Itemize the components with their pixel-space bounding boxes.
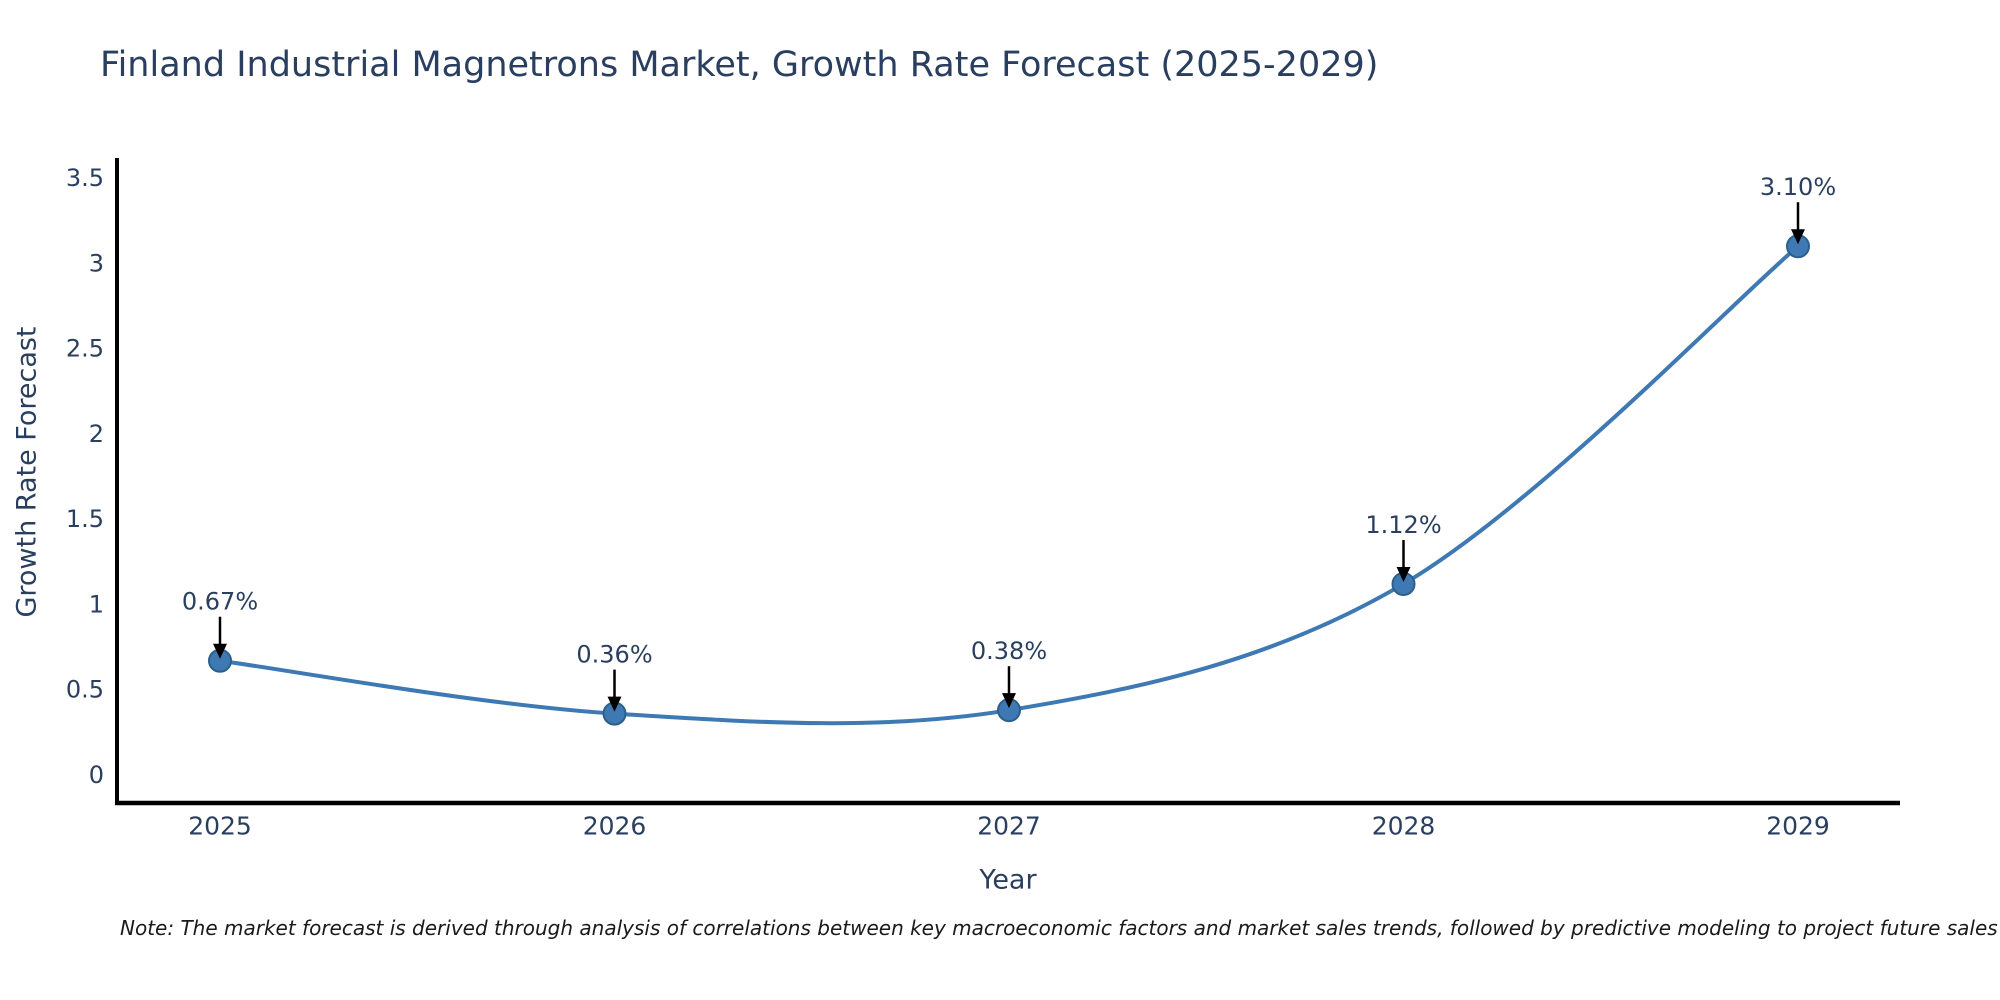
data-point-label-2027: 0.38% [971,637,1047,665]
x-tick-label: 2025 [188,812,252,841]
y-tick-label: 1.5 [66,505,104,533]
annotation-arrowhead-2027 [1002,693,1016,709]
chart-title: Finland Industrial Magnetrons Market, Gr… [100,45,1379,85]
y-tick-label: 1 [89,590,104,618]
annotation-arrowhead-2029 [1791,229,1805,245]
footnote: Note: The market forecast is derived thr… [120,916,1998,940]
data-point-label-2029: 3.10% [1760,173,1836,201]
y-tick-label: 2 [89,420,104,448]
x-tick-label: 2028 [1372,812,1436,841]
data-point-label-2028: 1.12% [1365,511,1441,539]
data-point-label-2026: 0.36% [576,641,652,669]
x-tick-label: 2027 [977,812,1041,841]
y-tick-label: 3 [89,249,104,277]
y-tick-label: 2.5 [66,335,104,363]
annotation-arrowhead-2028 [1396,566,1411,582]
annotation-arrowhead-2025 [213,643,227,659]
y-tick-label: 0 [89,761,104,789]
data-point-label-2025: 0.67% [182,588,258,616]
y-tick-label: 3.5 [66,164,104,192]
annotation-arrowhead-2026 [607,696,622,712]
forecast-trend-line [218,244,1800,726]
y-tick-label: 0.5 [66,676,104,704]
x-axis-title: Year [979,864,1037,896]
x-tick-label: 2029 [1766,812,1830,841]
x-tick-label: 2026 [583,812,647,841]
